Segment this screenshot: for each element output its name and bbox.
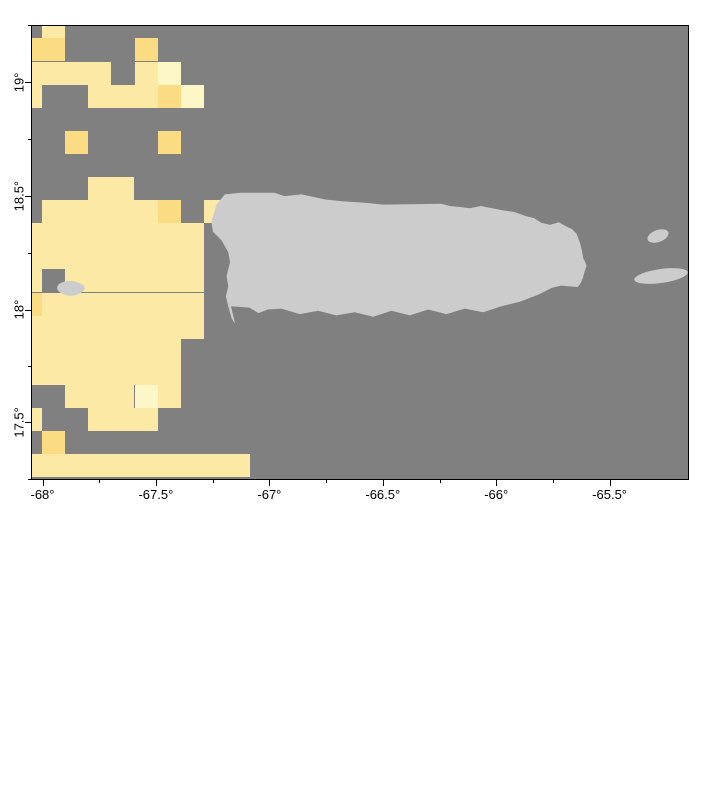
svg-text:17.5°: 17.5° <box>11 407 26 438</box>
svg-text:18°: 18° <box>11 300 26 320</box>
svg-text:18.5°: 18.5° <box>11 181 26 212</box>
svg-text:19°: 19° <box>11 73 26 93</box>
